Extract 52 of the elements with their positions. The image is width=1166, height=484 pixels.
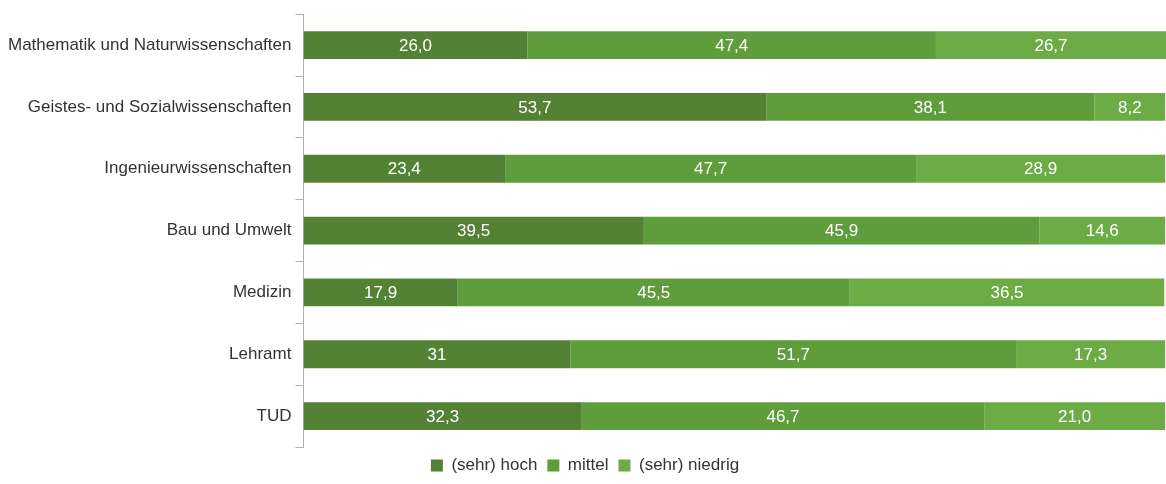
bar <box>581 402 985 430</box>
bar <box>303 154 506 183</box>
bar <box>303 278 458 307</box>
legend-label: (sehr) hoch <box>451 455 538 475</box>
data-label: 26,0 <box>398 35 433 55</box>
data-label: 14,6 <box>1085 221 1119 241</box>
data-label: 47,4 <box>715 35 749 55</box>
data-label: 17,9 <box>364 283 398 303</box>
y-tick-label: Bau und Umwelt <box>166 220 292 240</box>
data-label: 21,0 <box>1058 406 1092 426</box>
y-tick-label: Mathematik und Naturwissenschaften <box>7 34 292 54</box>
bar <box>1016 340 1166 369</box>
bar <box>505 154 917 183</box>
legend-label: mittel <box>567 455 609 475</box>
y-tick-label: Geistes- und Sozialwissenschaften <box>27 96 292 116</box>
bar <box>984 402 1166 430</box>
data-label: 23,4 <box>387 159 421 179</box>
data-label: 47,7 <box>694 159 728 179</box>
data-label: 53,7 <box>518 97 552 117</box>
data-label: 32,3 <box>426 406 460 426</box>
data-label: 8,2 <box>1117 97 1142 117</box>
bar <box>457 278 850 307</box>
data-label: 31 <box>427 344 447 364</box>
data-label: 45,9 <box>825 221 859 241</box>
data-label: 45,5 <box>637 283 671 303</box>
bar <box>849 278 1165 307</box>
data-label: 26,7 <box>1034 35 1068 55</box>
data-label: 38,1 <box>913 97 947 117</box>
bar <box>570 340 1017 369</box>
bar <box>303 402 582 430</box>
bar <box>1039 216 1166 245</box>
y-tick-label: Medizin <box>232 282 292 302</box>
bar <box>303 216 644 245</box>
data-label: 51,7 <box>776 344 810 364</box>
y-tick-label: Lehramt <box>229 343 292 363</box>
bar <box>935 31 1166 60</box>
bar <box>303 31 528 60</box>
y-tick-label: Ingenieurwissenschaften <box>104 158 292 178</box>
bar <box>303 93 767 121</box>
data-label: 36,5 <box>990 283 1024 303</box>
bar <box>643 216 1040 245</box>
y-tick-label: TUD <box>256 405 292 425</box>
bar <box>303 340 571 369</box>
data-label: 39,5 <box>457 221 491 241</box>
bar <box>527 31 936 60</box>
data-label: 46,7 <box>766 406 800 426</box>
data-label: 28,9 <box>1024 159 1058 179</box>
bar <box>1094 93 1166 121</box>
data-label: 17,3 <box>1074 344 1108 364</box>
bar <box>766 93 1095 121</box>
legend-label: (sehr) niedrig <box>638 455 740 475</box>
bar <box>916 154 1166 183</box>
